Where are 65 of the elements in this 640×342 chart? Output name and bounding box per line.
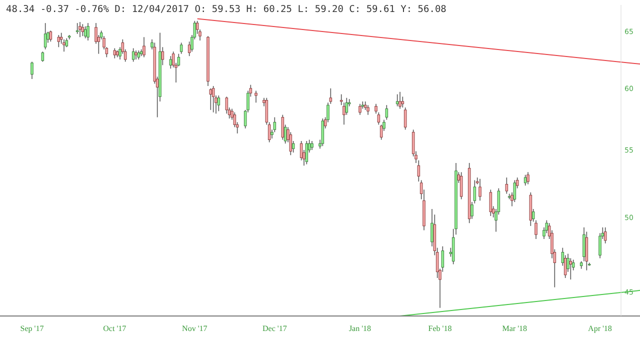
candlestick [161, 46, 164, 66]
candlestick [398, 92, 402, 110]
candlestick [385, 104, 388, 120]
x-tick-label: Dec '17 [262, 324, 287, 333]
candlestick [60, 32, 63, 44]
candlestick [585, 231, 588, 271]
candlestick [142, 36, 146, 58]
candlestick [473, 180, 476, 204]
candlestick [30, 61, 34, 80]
candlestick [342, 102, 346, 126]
candlestick [358, 103, 362, 116]
candlestick [441, 246, 444, 272]
candlestick [41, 51, 44, 62]
candlestick [217, 95, 220, 112]
candlestick [281, 114, 284, 140]
candlestick [57, 34, 60, 48]
x-tick-label: Apr '18 [588, 324, 612, 333]
candlestick [292, 140, 295, 153]
candlestick [374, 103, 378, 114]
x-tick-label: Mar '18 [502, 324, 528, 333]
candlestick [329, 88, 332, 104]
x-tick-label: Feb '18 [428, 324, 452, 333]
candlestick [49, 30, 52, 42]
candlestick [86, 22, 90, 41]
candlestick [534, 220, 538, 240]
candlestick [209, 88, 212, 110]
candlestick [134, 50, 138, 60]
candlestick [113, 48, 116, 59]
candlestick [505, 177, 508, 194]
candlestick [254, 90, 258, 104]
candlestick [305, 140, 308, 165]
x-tick-label: Nov '17 [182, 324, 208, 333]
candlestick [212, 86, 215, 113]
candlestick [513, 180, 516, 202]
candlestick [401, 96, 404, 108]
candlestick [340, 94, 343, 106]
candlestick [76, 22, 79, 34]
chart-title: 48.34 -0.37 -0.76% D: 12/04/2017 O: 59.53 H: 60.25 L: 59.20 C: 59.61 Y: 56.08 [6, 4, 447, 15]
candlestick [524, 174, 527, 186]
candlestick [417, 160, 420, 182]
candlestick [489, 189, 492, 216]
candlestick [78, 22, 82, 38]
candlestick [470, 202, 474, 220]
candlestick [180, 42, 183, 54]
candlestick [604, 227, 607, 244]
candlestick [452, 228, 455, 265]
candlestick [377, 112, 380, 126]
candlestick [137, 50, 140, 60]
candlestick [132, 48, 135, 62]
candlestick [404, 107, 407, 130]
candlestick [81, 24, 84, 36]
candlestick [169, 56, 172, 69]
x-tick-label: Oct '17 [103, 324, 126, 333]
candlestick [396, 94, 399, 107]
candlestick [532, 208, 535, 222]
x-tick-label: Sep '17 [20, 324, 44, 333]
candlestick [366, 104, 370, 116]
candlestick [526, 172, 530, 185]
candlestick [478, 178, 482, 202]
candlestick [44, 22, 47, 50]
candlestick [321, 118, 324, 147]
candlestick [569, 258, 572, 280]
x-tick-label: Jan '18 [348, 324, 372, 333]
candlestick [84, 26, 87, 39]
candlestick [460, 172, 463, 200]
